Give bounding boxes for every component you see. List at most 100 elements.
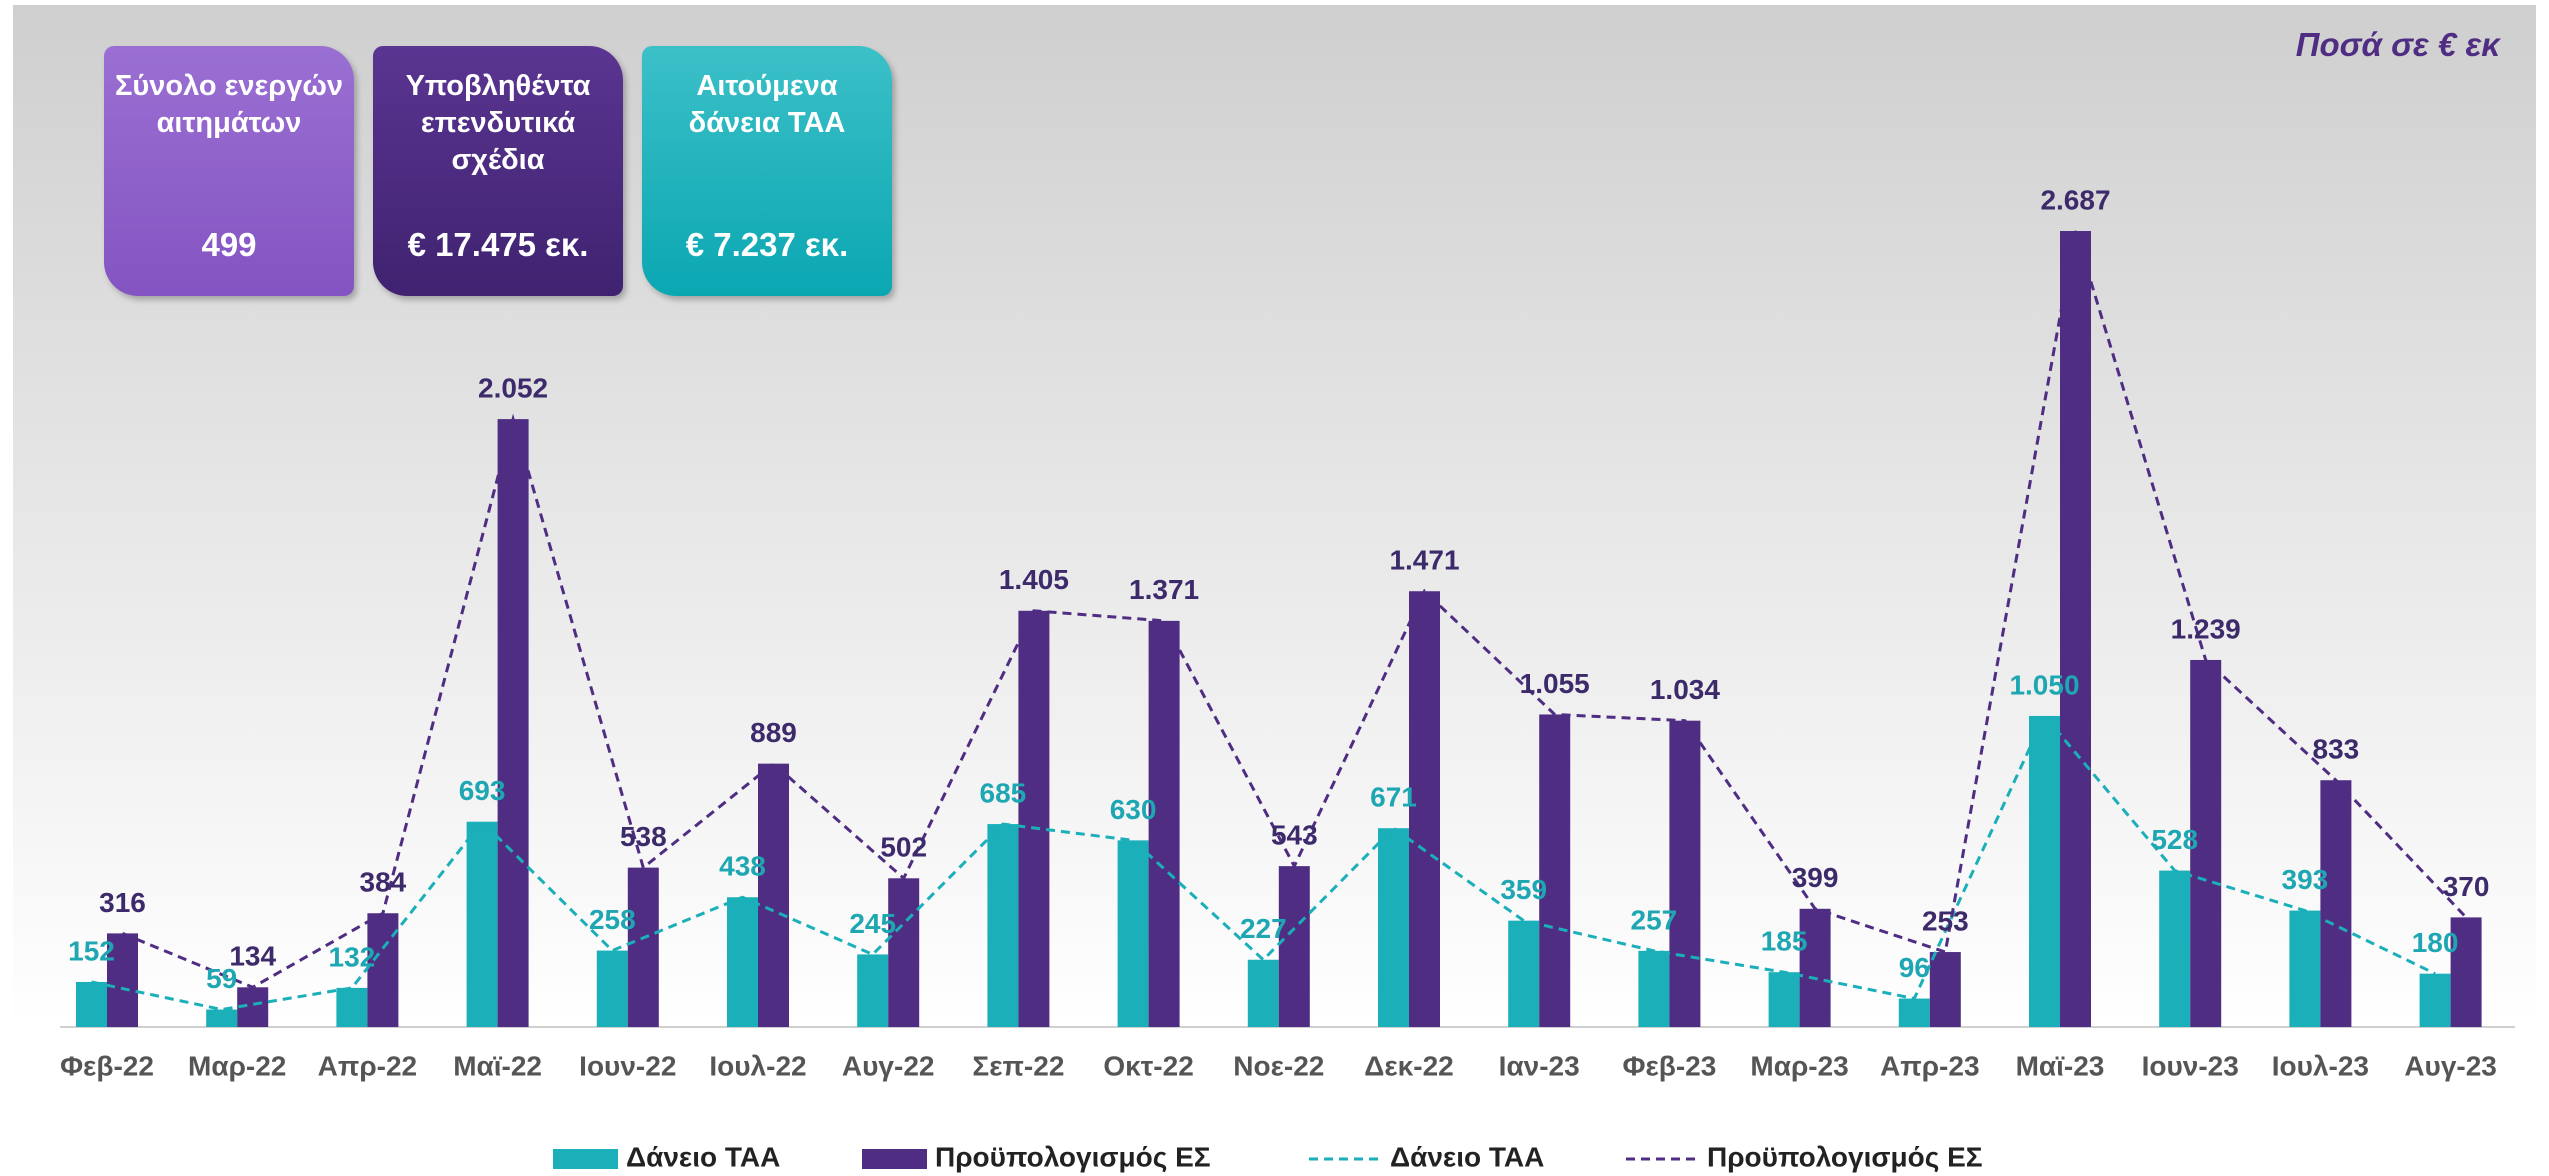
bar [1768,972,1800,1027]
bar [1929,952,1961,1027]
bar [2320,780,2352,1027]
data-label: 253 [1922,905,1969,936]
data-label: 685 [980,777,1027,808]
bar [1669,720,1701,1027]
bar [497,419,529,1027]
data-label: 132 [329,941,376,972]
bar [2060,231,2091,1027]
x-tick-label: Ιουλ-23 [2272,1050,2369,1081]
kpi-card: Υποβληθέντα επενδυτικά σχέδια € 17.475 ε… [373,46,623,296]
data-label: 528 [2151,824,2198,855]
data-label: 359 [1500,874,1547,905]
x-tick-label: Μαρ-22 [188,1050,286,1081]
kpi-title: Υποβληθέντα επενδυτικά σχέδια [405,70,591,176]
data-label: 833 [2313,734,2360,765]
x-tick-label: Ιαν-23 [1499,1050,1580,1081]
bar [987,824,1019,1027]
kpi-card: Αιτούμενα δάνεια ΤΑΑ € 7.237 εκ. [642,46,892,296]
bar [1247,959,1279,1027]
data-label: 245 [849,908,896,939]
data-label: 438 [719,851,766,882]
bar [466,821,498,1027]
x-tick-label: Νοε-22 [1233,1050,1324,1081]
bar [596,950,628,1027]
bar [2289,910,2321,1027]
data-label: 393 [2282,864,2329,895]
bar [1508,920,1540,1027]
bar [1799,908,1831,1027]
bar [2190,659,2222,1027]
legend-label: Δάνειο ΤΑΑ [1390,1141,1544,1172]
x-tick-label: Αυγ-22 [842,1050,935,1081]
data-label: 671 [1370,782,1417,813]
bar [1898,998,1930,1027]
kpi-value: € 7.237 εκ. [685,226,849,263]
data-label: 185 [1761,926,1808,957]
data-label: 180 [2412,927,2459,958]
bar [627,867,659,1027]
data-label: 2.687 [2040,184,2110,215]
data-label: 227 [1240,913,1287,944]
kpi-card: Σύνολο ενεργών αιτημάτων 499 [104,46,354,296]
kpi-value: € 17.475 εκ. [407,226,589,263]
data-label: 1.034 [1650,674,1720,705]
kpi-title: Σύνολο ενεργών αιτημάτων [114,70,344,139]
data-label: 384 [360,867,407,898]
x-tick-label: Δεκ-22 [1364,1050,1454,1081]
data-label: 96 [1899,952,1930,983]
x-tick-label: Ιουν-22 [579,1050,676,1081]
x-tick-label: Σεπ-22 [972,1050,1064,1081]
data-label: 258 [589,904,636,935]
data-label: 59 [206,963,237,994]
data-label: 693 [459,775,506,806]
x-tick-label: Μαρ-23 [1750,1050,1848,1081]
bar [2450,917,2482,1027]
bar [107,933,138,1027]
bar [888,878,920,1027]
x-tick-label: Μαϊ-22 [453,1050,542,1081]
data-label: 1.405 [999,564,1069,595]
data-label: 152 [68,935,115,966]
data-label: 1.055 [1520,668,1590,699]
legend-swatch [862,1149,927,1169]
kpi-value: 499 [201,226,257,263]
data-label: 1.371 [1129,574,1199,605]
bar [336,987,368,1027]
data-label: 502 [880,832,927,863]
x-tick-label: Μαϊ-23 [2016,1050,2105,1081]
data-label: 134 [229,941,276,972]
bar [1117,840,1149,1027]
unit-note: Ποσά σε € εκ [2295,26,2500,63]
bar [2159,870,2191,1027]
x-tick-label: Απρ-22 [318,1050,417,1081]
bar [1148,620,1180,1027]
legend-label: Προϋπολογισμός ΕΣ [1707,1141,1983,1172]
bar [758,763,789,1027]
bar [1409,591,1440,1027]
legend-swatch [553,1149,618,1169]
x-tick-label: Φεβ-23 [1622,1050,1716,1081]
bar [1539,714,1571,1027]
data-label: 543 [1271,820,1318,851]
bar [76,981,107,1027]
legend-label: Δάνειο ΤΑΑ [626,1141,780,1172]
bar [367,913,399,1027]
data-label: 316 [99,887,146,918]
data-label: 2.052 [478,373,548,404]
kpi-title: Αιτούμενα δάνεια ΤΑΑ [688,70,846,139]
data-label: 1.471 [1389,545,1459,576]
bar [727,897,758,1027]
line [121,230,2468,989]
x-tick-label: Φεβ-22 [60,1050,154,1081]
bar [1638,950,1670,1027]
legend-label: Προϋπολογισμός ΕΣ [935,1141,1211,1172]
bar [2029,715,2060,1027]
data-label: 538 [620,821,667,852]
data-label: 370 [2443,871,2490,902]
bar [2419,973,2451,1027]
x-tick-label: Ιουν-23 [2142,1050,2239,1081]
x-tick-label: Αυγ-23 [2404,1050,2497,1081]
x-tick-label: Ιουλ-22 [709,1050,806,1081]
bar [206,1009,238,1027]
